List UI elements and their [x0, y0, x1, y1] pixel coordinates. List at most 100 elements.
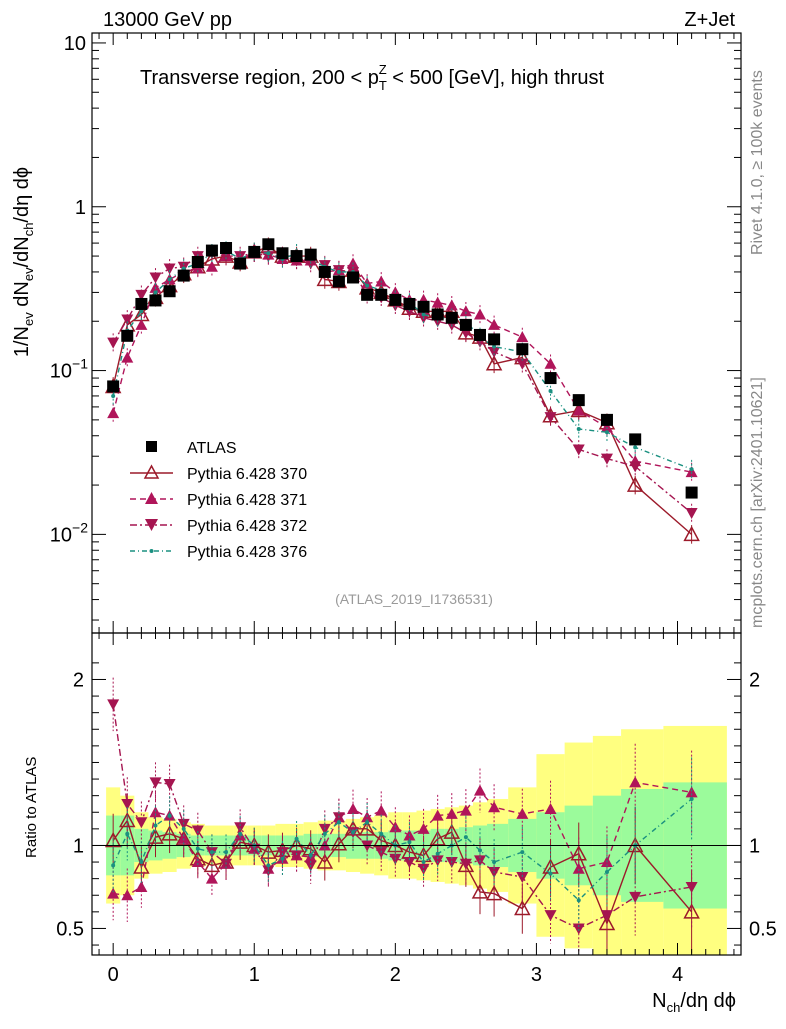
ratio-point: [548, 871, 553, 876]
plot-title-prefix: Transverse region, 200 < p: [140, 67, 379, 89]
y-tick-label: 10−1: [50, 356, 88, 383]
atlas-data-point: [389, 293, 402, 306]
data-point: [604, 430, 609, 435]
legend-entry-376: Pythia 6.428 376: [187, 544, 307, 561]
data-point: [149, 272, 162, 284]
atlas-data-point: [191, 255, 204, 268]
atlas-data-point: [163, 285, 176, 298]
legend-entry-370: Pythia 6.428 370: [187, 466, 307, 483]
ratio-line-1: [113, 781, 692, 896]
ratio-point: [514, 899, 531, 916]
ratio-point: [379, 831, 384, 836]
legend-marker-372: [145, 519, 158, 531]
atlas-data-point: [459, 318, 472, 331]
ratio-point: [322, 831, 327, 836]
data-point: [685, 466, 698, 478]
ratio-point: [121, 889, 134, 901]
atlas-data-point: [248, 245, 261, 258]
ratio-point: [238, 831, 243, 836]
data-point: [421, 312, 426, 317]
ratio-point: [139, 860, 144, 865]
axes: 0 1 2 3 4 10 1 10−1 10−2 0.5 0.5 1 1 2 2: [50, 32, 777, 986]
atlas-data-point: [600, 413, 613, 426]
atlas-data-point: [234, 257, 247, 270]
ratio-point: [375, 804, 388, 816]
ratio-point: [107, 699, 120, 711]
ratio-point: [276, 847, 289, 859]
rivet-label: Rivet 4.1.0, ≥ 100k events: [749, 70, 766, 255]
ratio-line-3: [112, 798, 693, 902]
series-line-2: [112, 252, 693, 514]
ratio-point: [685, 786, 698, 798]
y-axis-label-lower: Ratio to ATLAS: [23, 757, 40, 858]
ratio-point: [459, 858, 472, 870]
ratio-point: [516, 871, 529, 883]
data-point: [629, 461, 642, 473]
y-tick-label: 1: [75, 197, 86, 219]
atlas-data-point: [544, 372, 557, 385]
ratio-point: [463, 835, 468, 840]
data-point: [488, 346, 501, 358]
data-point: [153, 290, 158, 295]
ratio-point: [191, 856, 204, 868]
ratio-point: [572, 923, 585, 935]
ratio-point: [316, 853, 334, 869]
ratio-point: [570, 845, 588, 861]
y-tick-label: 10−2: [50, 519, 88, 546]
ratio-point: [576, 898, 581, 903]
ratio-point: [177, 818, 190, 830]
data-point: [516, 331, 529, 343]
atlas-data-point: [361, 288, 374, 301]
atlas-data-point: [488, 333, 501, 346]
lower-plot-frame: [91, 632, 742, 956]
upper-plot-data: [104, 237, 700, 544]
atlas-data-point: [318, 265, 331, 278]
analysis-watermark: (ATLAS_2019_I1736531): [335, 591, 493, 607]
data-point: [544, 357, 557, 369]
atlas-data-point: [572, 394, 585, 407]
y-axis-label-upper: 1/Nev dNev/dNch/dη dϕ: [11, 167, 36, 357]
ratio-point: [600, 910, 613, 922]
ratio-point: [224, 850, 229, 855]
data-point: [107, 337, 120, 349]
ratio-point: [629, 776, 642, 788]
ratio-line-2: [112, 704, 692, 930]
ratio-point: [516, 807, 529, 819]
ratio-point: [347, 802, 360, 814]
atlas-data-point: [431, 308, 444, 321]
ratio-point: [459, 804, 472, 816]
x-tick-label: 2: [390, 964, 401, 986]
mcplots-label: mcplots.cern.ch [arXiv:2401.10621]: [749, 377, 766, 628]
data-point: [121, 314, 134, 326]
data-point: [492, 344, 497, 349]
atlas-data-point: [516, 343, 529, 356]
ratio-point: [330, 835, 348, 851]
ratio-point: [280, 856, 285, 861]
data-point: [205, 260, 218, 272]
atlas-data-point: [375, 288, 388, 301]
legend-marker-370: [143, 464, 160, 479]
ratio-point: [445, 807, 458, 819]
header-left: 13000 GeV pp: [103, 9, 232, 31]
data-point: [304, 258, 317, 270]
ratio-point: [417, 863, 430, 875]
ratio-point: [262, 865, 275, 877]
ratio-point: [153, 823, 158, 828]
ratio-point: [167, 813, 172, 818]
data-point: [135, 318, 148, 330]
data-point: [361, 277, 374, 289]
data-point: [683, 525, 700, 542]
data-point: [266, 251, 271, 256]
atlas-data-point: [417, 300, 430, 313]
ratio-point: [685, 881, 698, 893]
data-point: [488, 318, 501, 330]
legend-entry-atlas: ATLAS: [187, 440, 237, 457]
legend-marker-376: [149, 549, 154, 553]
ratio-point: [435, 851, 440, 856]
ratio-point: [431, 809, 444, 821]
x-tick-label: 0: [108, 964, 119, 986]
legend-marker-371: [145, 492, 158, 504]
data-point: [689, 467, 694, 472]
ratio-point: [195, 846, 200, 851]
